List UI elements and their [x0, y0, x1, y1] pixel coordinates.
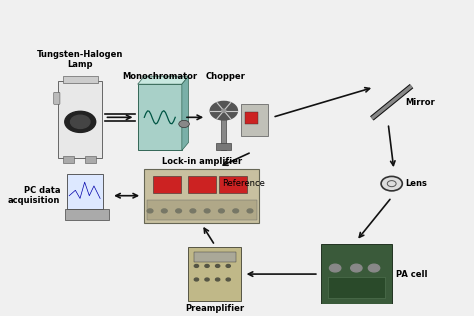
Circle shape [329, 264, 341, 272]
FancyBboxPatch shape [217, 143, 231, 150]
Text: Chopper: Chopper [206, 72, 246, 81]
Circle shape [190, 209, 196, 213]
Circle shape [381, 176, 402, 191]
Text: Mirror: Mirror [405, 98, 435, 107]
Circle shape [179, 120, 190, 128]
FancyBboxPatch shape [194, 252, 236, 262]
FancyBboxPatch shape [146, 199, 257, 220]
FancyBboxPatch shape [85, 156, 96, 162]
Circle shape [222, 109, 226, 112]
Circle shape [65, 111, 96, 132]
Circle shape [147, 209, 153, 213]
Circle shape [194, 264, 199, 267]
Circle shape [226, 278, 230, 281]
FancyBboxPatch shape [328, 277, 384, 298]
FancyBboxPatch shape [63, 76, 98, 83]
Circle shape [216, 278, 220, 281]
Polygon shape [137, 76, 189, 84]
Circle shape [162, 209, 167, 213]
Text: PC data
acquisition: PC data acquisition [8, 186, 60, 205]
Circle shape [176, 209, 182, 213]
Circle shape [233, 209, 238, 213]
FancyBboxPatch shape [63, 156, 73, 162]
Circle shape [205, 278, 209, 281]
Circle shape [216, 264, 220, 267]
Circle shape [205, 264, 209, 267]
FancyBboxPatch shape [189, 247, 241, 301]
Circle shape [226, 264, 230, 267]
FancyBboxPatch shape [240, 104, 268, 136]
FancyBboxPatch shape [67, 174, 103, 209]
Polygon shape [182, 76, 189, 150]
FancyBboxPatch shape [54, 92, 60, 104]
Circle shape [71, 115, 90, 129]
FancyBboxPatch shape [246, 112, 258, 124]
FancyBboxPatch shape [65, 209, 109, 220]
Text: Lens: Lens [405, 179, 427, 188]
Text: Tungsten-Halogen
Lamp: Tungsten-Halogen Lamp [37, 50, 123, 69]
FancyBboxPatch shape [144, 168, 259, 223]
FancyBboxPatch shape [321, 244, 392, 304]
Circle shape [204, 209, 210, 213]
Circle shape [247, 209, 253, 213]
FancyBboxPatch shape [219, 176, 246, 193]
FancyBboxPatch shape [221, 114, 226, 150]
FancyBboxPatch shape [58, 81, 102, 158]
Text: Lock-in amplifier: Lock-in amplifier [162, 156, 242, 166]
FancyBboxPatch shape [137, 84, 182, 150]
Text: Monochromator: Monochromator [122, 72, 197, 81]
FancyBboxPatch shape [154, 176, 181, 193]
Circle shape [351, 264, 362, 272]
Circle shape [194, 278, 199, 281]
Text: Reference: Reference [222, 179, 265, 188]
Text: PA cell: PA cell [396, 270, 428, 279]
Circle shape [368, 264, 380, 272]
Circle shape [210, 101, 237, 120]
FancyBboxPatch shape [188, 176, 216, 193]
Text: Preamplifier: Preamplifier [185, 304, 245, 313]
Circle shape [219, 209, 224, 213]
